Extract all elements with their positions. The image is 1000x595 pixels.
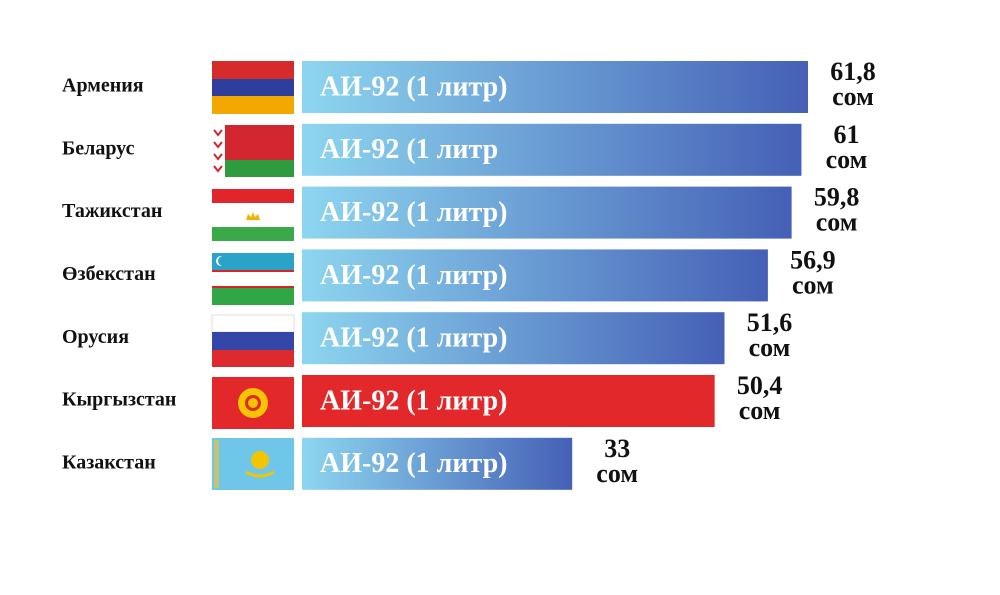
- bar: [302, 249, 768, 302]
- unit-label: сом: [739, 396, 781, 425]
- flag-armenia: [212, 61, 294, 114]
- value-label: 59,8: [814, 183, 860, 212]
- bar-label: АИ-92 (1 литр): [320, 385, 507, 416]
- bar: [302, 186, 792, 239]
- category-label: Өзбекстан: [62, 263, 156, 285]
- value-label: 61: [833, 120, 859, 149]
- flag-kazakhstan: [212, 438, 294, 490]
- unit-label: сом: [749, 333, 791, 362]
- unit-label: сом: [832, 82, 874, 111]
- bar: [302, 123, 802, 176]
- bar-label: АИ-92 (1 литр): [320, 260, 507, 291]
- category-label: Кыргызстан: [62, 389, 176, 411]
- category-label: Казакстан: [62, 451, 156, 473]
- unit-label: сом: [816, 208, 858, 237]
- bar-label: АИ-92 (1 литр): [320, 197, 507, 228]
- flag-uzbekistan: [212, 253, 294, 305]
- bar: [302, 375, 715, 427]
- flag-belarus: [212, 125, 294, 177]
- category-label: Тажикстан: [62, 200, 162, 222]
- bar-label: АИ-92 (1 литр): [320, 323, 507, 354]
- flag-kyrgyzstan: [212, 377, 294, 429]
- value-label: 50,4: [737, 371, 783, 400]
- category-label: Орусия: [62, 326, 129, 348]
- bar-label: АИ-92 (1 литр): [320, 448, 507, 479]
- bar: [302, 312, 725, 365]
- value-label: 33: [604, 434, 630, 463]
- value-label: 56,9: [790, 245, 836, 274]
- unit-label: сом: [792, 270, 834, 299]
- bar: [302, 437, 573, 490]
- unit-label: сом: [596, 459, 638, 488]
- flag-tajikistan: [212, 189, 294, 241]
- value-label: 61,8: [830, 57, 876, 86]
- bar-label: АИ-92 (1 литр: [320, 134, 498, 165]
- flag-russia: [211, 314, 295, 367]
- bar-label: АИ-92 (1 литр): [320, 71, 507, 102]
- value-label: 51,6: [747, 308, 793, 337]
- bar: [302, 61, 808, 113]
- category-label: Армения: [62, 75, 144, 97]
- category-label: Беларус: [62, 137, 135, 159]
- unit-label: сом: [826, 145, 868, 174]
